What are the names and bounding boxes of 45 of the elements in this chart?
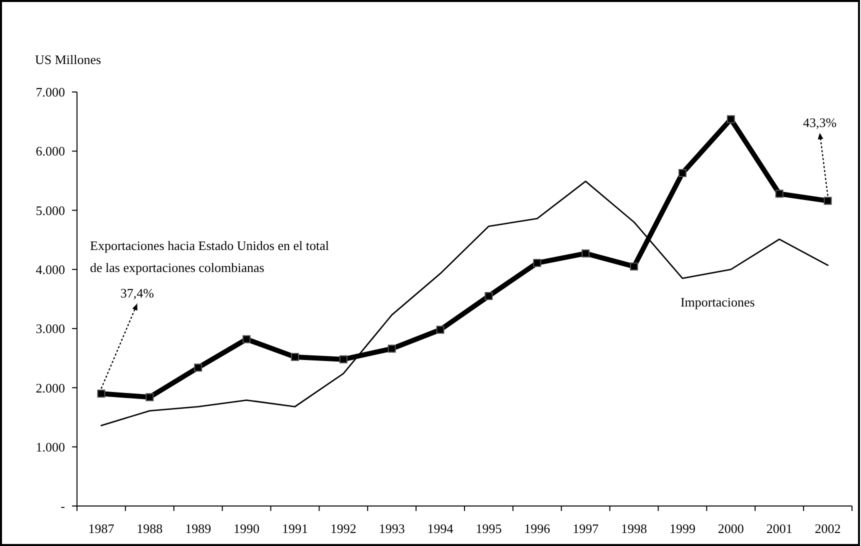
y-tick-label: 3.000 — [36, 321, 65, 336]
annotation: 43,3% — [802, 114, 837, 130]
y-tick-label: 5.000 — [36, 202, 65, 218]
point — [824, 196, 832, 205]
point — [533, 258, 542, 267]
y-tick-label: 7.000 — [36, 84, 65, 100]
x-tick-label: 1987 — [88, 521, 115, 536]
point — [678, 169, 686, 178]
x-tick-label: 1988 — [136, 521, 163, 536]
series-label: Importaciones — [680, 294, 755, 310]
point — [775, 190, 784, 198]
x-tick-label: 1994 — [427, 521, 454, 536]
y-tick-label: 6.000 — [36, 144, 65, 159]
y-tick-label: 2.000 — [36, 380, 65, 396]
x-tick-label: 1998 — [621, 521, 648, 536]
point — [484, 292, 493, 300]
x-tick-label: 1993 — [378, 521, 405, 536]
y-tick-label: 4.000 — [36, 262, 65, 277]
point — [194, 364, 202, 372]
y-tick-label: 1.000 — [36, 439, 65, 454]
x-tick-label: 1995 — [476, 521, 502, 536]
x-tick-label: 2001 — [766, 521, 792, 536]
point — [290, 352, 299, 361]
x-tick-label: 1996 — [524, 521, 551, 536]
y-axis-title: US Millones — [35, 52, 102, 67]
x-tick-label: 1999 — [669, 521, 696, 536]
point — [630, 262, 638, 270]
x-tick-label: 1992 — [330, 521, 356, 536]
point — [97, 390, 106, 398]
x-tick-label: 1989 — [185, 521, 212, 536]
point — [388, 344, 396, 353]
x-tick-label: 2000 — [718, 521, 744, 536]
x-tick-label: 1990 — [234, 521, 260, 536]
point — [242, 335, 251, 344]
point — [582, 249, 590, 258]
x-tick-label: 1997 — [572, 521, 600, 536]
annotation: Exportaciones hacia Estado Unidos en el total de las exportaciones colombianas — [90, 238, 330, 275]
point — [146, 393, 154, 402]
annotation: 37,4% — [120, 286, 154, 301]
point — [339, 355, 348, 364]
x-tick-label: 1991 — [282, 521, 308, 536]
point — [726, 115, 735, 124]
x-tick-label: 2002 — [814, 521, 841, 536]
point — [436, 326, 444, 334]
y-tick-label: - — [60, 498, 65, 514]
